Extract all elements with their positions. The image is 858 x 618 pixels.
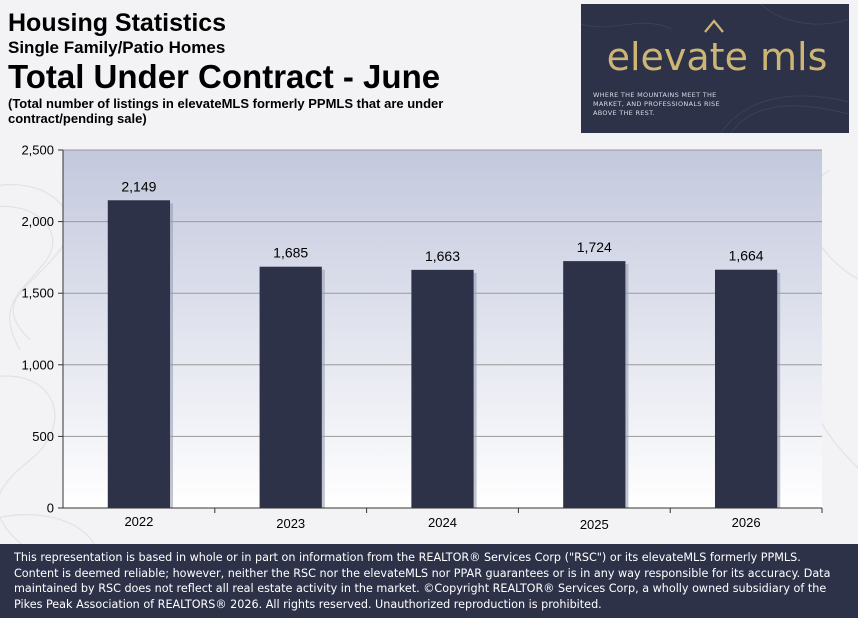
bar-chart: 0 500 1,000 1,500 2,000 2,500 2,149 1,685 1,663… xyxy=(21,143,823,532)
bar-2022 xyxy=(107,200,171,509)
bar-2024 xyxy=(411,269,474,508)
x-tick-label: 2024 xyxy=(428,515,457,530)
x-tick-label: 2025 xyxy=(580,517,609,532)
bar-value-label: 1,664 xyxy=(729,248,764,264)
bar-value-label: 1,724 xyxy=(577,239,612,255)
bar-value-label: 2,149 xyxy=(121,178,156,194)
y-tick-label: 2,000 xyxy=(21,214,54,229)
footer: This representation is based in whole or… xyxy=(0,544,858,618)
chart-title: Total Under Contract - June xyxy=(8,58,441,95)
elevate-mls-logo: elevate mls WHERE THE MOUNTAINS MEET THE… xyxy=(581,4,849,133)
y-tick-label: 2,500 xyxy=(21,143,54,158)
header: Housing Statistics Single Family/Patio H… xyxy=(8,8,568,126)
logo-tagline: WHERE THE MOUNTAINS MEET THE MARKET, AND… xyxy=(593,91,720,117)
mountain-chevron-icon xyxy=(704,19,724,33)
y-axis: 0 500 1,000 1,500 2,000 2,500 xyxy=(21,143,64,516)
x-axis: 2022 2023 2024 2025 2026 xyxy=(63,507,823,532)
y-tick-label: 500 xyxy=(32,429,54,444)
y-tick-label: 1,000 xyxy=(21,357,54,372)
bars: 2,149 1,685 1,663 1,724 1,664 xyxy=(107,178,781,509)
logo-wordmark: elevate mls xyxy=(606,35,828,79)
copyright-disclaimer: This representation is based in whole or… xyxy=(14,551,831,611)
page-title: Housing Statistics xyxy=(8,9,227,37)
chart-description: (Total number of listings in elevateMLS … xyxy=(8,96,444,126)
bar-2025 xyxy=(563,261,626,508)
bar-value-label: 1,685 xyxy=(273,245,308,261)
y-tick-label: 1,500 xyxy=(21,286,54,301)
x-tick-label: 2022 xyxy=(124,514,153,529)
y-tick-label: 0 xyxy=(47,501,54,516)
bar-2026 xyxy=(714,269,778,508)
bar-value-label: 1,663 xyxy=(425,248,460,264)
page-subtitle: Single Family/Patio Homes xyxy=(8,38,226,57)
x-tick-label: 2023 xyxy=(276,516,305,531)
x-tick-label: 2026 xyxy=(732,515,761,530)
logo-contour-pattern xyxy=(581,4,849,133)
bar-2023 xyxy=(259,266,322,508)
